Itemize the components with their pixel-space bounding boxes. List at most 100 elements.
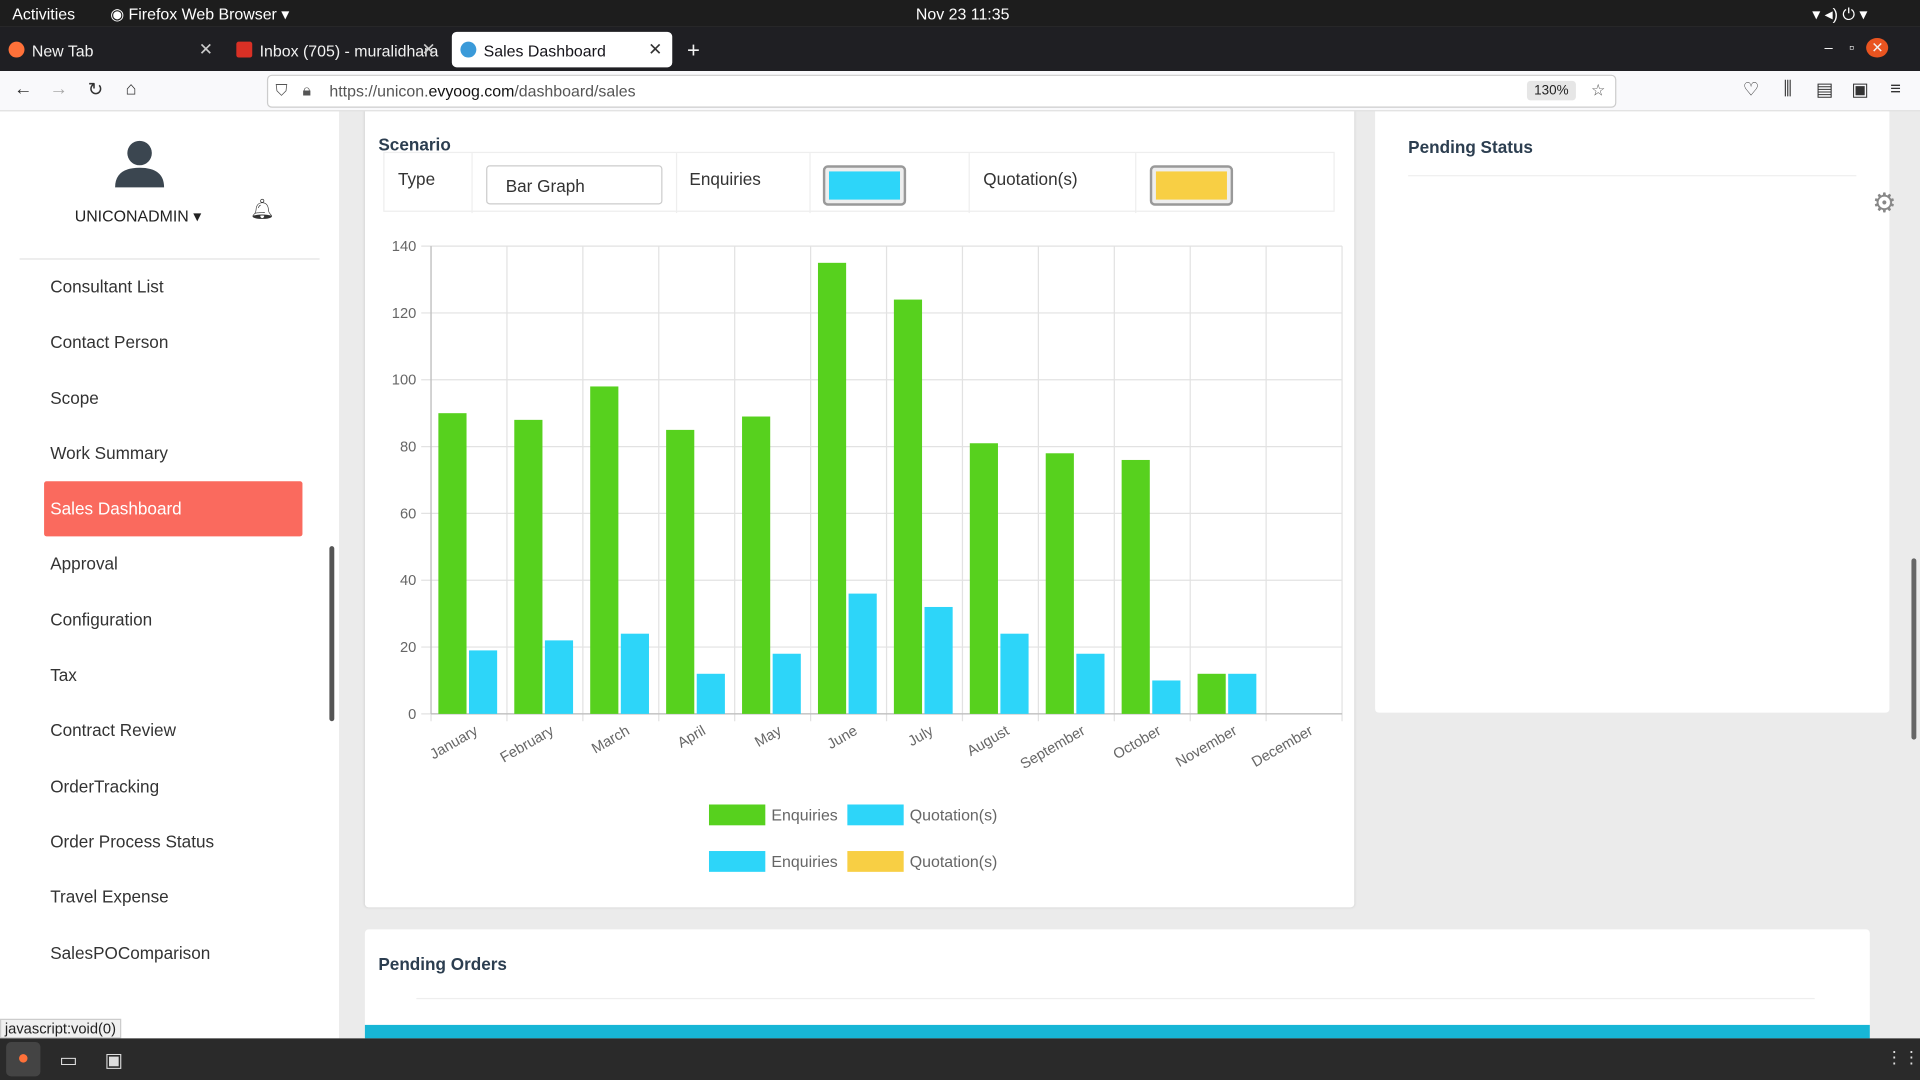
scenario-title: Scenario (378, 134, 451, 155)
sidebar-item-approval[interactable]: Approval (50, 554, 118, 574)
bar-quotation-s-[interactable] (468, 650, 498, 714)
legend-swatch[interactable] (847, 851, 904, 872)
system-tray-icons[interactable]: ▾ ◂) ⏻ ▾ (1812, 4, 1868, 24)
home-icon[interactable]: ⌂ (125, 78, 137, 100)
sidebar-item-contact-person[interactable]: Contact Person (50, 332, 169, 352)
x-tick-label: June (825, 723, 861, 753)
forward-icon[interactable]: → (49, 78, 68, 100)
tab-sales-dashboard[interactable]: Sales Dashboard ✕ (451, 31, 673, 68)
close-tab-icon[interactable]: ✕ (421, 39, 436, 59)
settings-gear-icon[interactable]: ⚙ (1872, 187, 1897, 218)
y-tick-label: 60 (400, 506, 416, 522)
bar-enquiries[interactable] (1045, 453, 1074, 714)
legend-label[interactable]: Enquiries (771, 807, 837, 824)
tab-label: Inbox (705) - muralidhara (259, 41, 439, 61)
bar-enquiries[interactable] (742, 416, 771, 714)
pending-status-title: Pending Status (1408, 137, 1533, 157)
bar-enquiries[interactable] (1121, 459, 1150, 714)
user-menu[interactable]: UNICONADMIN ▾ (75, 207, 202, 227)
bar-quotation-s-[interactable] (696, 673, 725, 714)
bar-enquiries[interactable] (1197, 673, 1226, 714)
enquiries-color-picker[interactable] (822, 165, 907, 206)
bar-quotation-s-[interactable] (1228, 673, 1257, 714)
sidebar-item-consultant-list[interactable]: Consultant List (50, 276, 164, 297)
zoom-level[interactable]: 130% (1526, 80, 1576, 101)
app-taskbar-icon[interactable]: ▣ (104, 1050, 124, 1072)
x-tick-label: April (675, 723, 708, 752)
sidebar-item-contract-review[interactable]: Contract Review (50, 720, 176, 741)
back-icon[interactable]: ← (14, 78, 33, 100)
close-tab-icon[interactable]: ✕ (648, 39, 663, 59)
bar-quotation-s-[interactable] (1076, 653, 1105, 714)
new-tab-button[interactable]: + (686, 37, 700, 63)
url-bar[interactable]: ⛉ 🔒︎ https://unicon.evyoog.com/dashboard… (266, 74, 1617, 108)
clock[interactable]: Nov 23 11:35 (915, 4, 1010, 24)
sidebar-scrollbar[interactable] (329, 546, 335, 722)
bar-quotation-s-[interactable] (924, 606, 953, 714)
bar-enquiries[interactable] (893, 299, 923, 714)
sidebar-item-scope[interactable]: Scope (50, 387, 99, 408)
bar-enquiries[interactable] (514, 419, 543, 714)
bar-enquiries[interactable] (438, 413, 467, 714)
sidebar-item-travel-expense[interactable]: Travel Expense (50, 886, 169, 907)
extension-icon[interactable]: ▣ (1851, 79, 1869, 101)
firefox-taskbar-icon[interactable]: ● (6, 1042, 41, 1077)
legend-label[interactable]: Quotation(s) (910, 854, 998, 871)
url-domain: evyoog.com (428, 82, 515, 101)
legend-swatch[interactable] (708, 851, 766, 872)
bar-quotation-s-[interactable] (848, 593, 877, 714)
legend-label[interactable]: Enquiries (771, 854, 837, 871)
bar-quotation-s-[interactable] (772, 653, 801, 714)
y-tick-label: 100 (392, 373, 417, 389)
files-taskbar-icon[interactable]: ▭ (59, 1050, 78, 1072)
lock-icon: 🔒︎ (302, 80, 311, 100)
sidebar-item-tax[interactable]: Tax (50, 664, 77, 685)
bar-enquiries[interactable] (817, 262, 847, 714)
sidebar-item-salespocomparison[interactable]: SalesPOComparison (50, 942, 211, 962)
bookmark-star-icon[interactable]: ☆ (1591, 80, 1606, 100)
tab-inbox[interactable]: Inbox (705) - muralidhara ✕ (228, 32, 446, 68)
hamburger-menu-icon[interactable]: ≡ (1890, 78, 1901, 100)
shield-icon[interactable]: ⛉ (275, 80, 288, 100)
bar-enquiries[interactable] (666, 429, 695, 714)
legend-swatch[interactable] (708, 804, 766, 826)
show-apps-icon[interactable]: ⋮⋮ (1885, 1046, 1920, 1067)
y-tick-label: 80 (400, 439, 416, 455)
bar-quotation-s-[interactable] (1152, 680, 1181, 714)
quotation-color-picker[interactable] (1149, 165, 1234, 206)
close-tab-icon[interactable]: ✕ (198, 39, 214, 59)
sidebar-item-work-summary[interactable]: Work Summary (50, 443, 169, 463)
sidebar-item-ordertracking[interactable]: OrderTracking (50, 775, 160, 796)
table-header-bar (364, 1024, 1870, 1039)
legend-swatch[interactable] (847, 804, 904, 826)
y-tick-label: 140 (392, 239, 417, 255)
bar-enquiries[interactable] (590, 386, 619, 714)
library-icon[interactable]: ⫼ (1783, 78, 1792, 100)
activities-button[interactable]: Activities (12, 4, 76, 24)
pending-orders-title: Pending Orders (378, 953, 507, 974)
graph-type-select[interactable]: Bar Graph (486, 165, 663, 205)
x-tick-label: March (589, 723, 632, 757)
bar-quotation-s-[interactable] (1000, 633, 1029, 714)
window-controls[interactable]: – ▫ ✕ (1825, 32, 1911, 68)
app-menu[interactable]: ◉ Firefox Web Browser ▾ (110, 4, 290, 24)
page-scrollbar[interactable] (1911, 558, 1917, 740)
bar-quotation-s-[interactable] (544, 640, 574, 714)
sidebar-item-sales-dashboard[interactable]: Sales Dashboard (44, 481, 303, 537)
bar-enquiries[interactable] (969, 443, 998, 714)
sidebar: UNICONADMIN ▾ 🔔︎ Consultant List Contact … (0, 111, 340, 1039)
navigation-bar: ← → ↻ ⌂ ⛉ 🔒︎ https://unicon.evyoog.com/d… (0, 71, 1920, 112)
bar-quotation-s-[interactable] (620, 633, 649, 714)
pocket-icon[interactable]: ♡ (1742, 79, 1760, 101)
bell-icon[interactable]: 🔔︎ (249, 199, 275, 221)
tab-new-tab[interactable]: New Tab ✕ (0, 32, 223, 68)
reload-icon[interactable]: ↻ (87, 79, 104, 101)
close-window-icon[interactable]: ✕ (1866, 37, 1889, 58)
sidebar-item-order-process-status[interactable]: Order Process Status (50, 831, 215, 851)
legend-label[interactable]: Quotation(s) (910, 807, 998, 824)
x-tick-label: December (1249, 723, 1316, 771)
x-tick-label: February (498, 723, 557, 767)
system-top-bar: Activities ◉ Firefox Web Browser ▾ Nov 2… (0, 0, 1920, 27)
sidebar-toggle-icon[interactable]: ▤ (1815, 79, 1834, 101)
sidebar-item-configuration[interactable]: Configuration (50, 609, 153, 630)
